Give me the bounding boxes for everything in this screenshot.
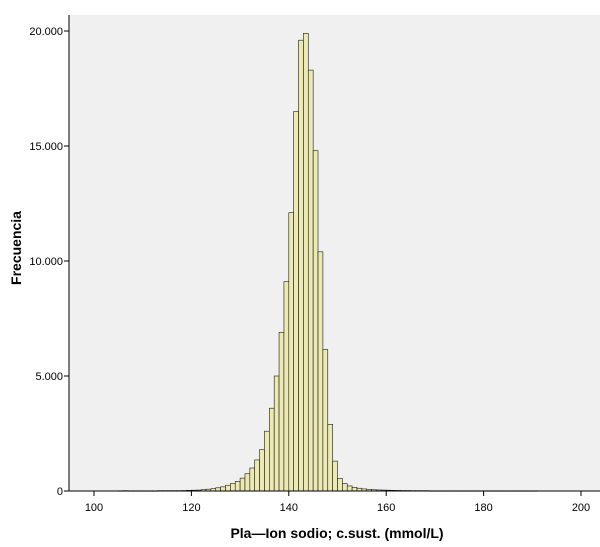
histogram-bar [225, 484, 231, 492]
histogram-bar [269, 407, 275, 492]
x-tick-label: 160 [377, 502, 395, 514]
histogram-bar [220, 486, 226, 492]
x-tick-label: 120 [182, 502, 200, 514]
y-tick-label: 0 [57, 486, 63, 498]
plot-background [69, 15, 600, 491]
histogram-bar [351, 487, 358, 492]
x-axis-label: Pla—Ion sodio; c.sust. (mmol/L) [230, 525, 443, 541]
histogram-bar [283, 281, 290, 492]
histogram-bar [273, 375, 280, 492]
histogram-bar [342, 483, 348, 492]
histogram-bar [288, 212, 294, 492]
y-tick-label: 5.000 [35, 371, 63, 383]
histogram-bar [230, 483, 236, 492]
histogram-bar [234, 481, 241, 492]
histogram-bar [239, 477, 246, 492]
histogram-bar [332, 460, 338, 492]
histogram-bar [307, 69, 314, 492]
y-tick-label: 20.000 [29, 26, 63, 38]
y-tick-label: 10.000 [29, 256, 63, 268]
histogram-bar [322, 349, 329, 492]
histogram-bar [346, 485, 353, 492]
x-tick-label: 140 [280, 502, 298, 514]
histogram-bar [337, 478, 343, 492]
histogram-bar [298, 39, 304, 492]
histogram-bar [312, 150, 319, 492]
x-tick-label: 180 [474, 502, 492, 514]
histogram-bar [303, 32, 309, 492]
x-tick-label: 200 [572, 502, 590, 514]
histogram-bar [259, 449, 265, 492]
histogram-bar [249, 467, 256, 492]
axes-layer [68, 15, 600, 492]
histogram-bar [317, 251, 324, 492]
histogram-bar [327, 423, 333, 492]
histogram-bar [293, 111, 299, 492]
histogram-bar [244, 473, 251, 492]
histogram-bar [254, 459, 260, 492]
ticks-layer: 100 120 140 160 180 200 0 5.000 10.000 15.000 20.0… [29, 26, 590, 514]
y-axis-label: Frecuencia [8, 211, 24, 285]
y-tick-label: 15.000 [29, 141, 63, 153]
x-tick-label: 100 [85, 502, 103, 514]
histogram-bar [264, 430, 270, 492]
histogram-bar [278, 331, 285, 492]
